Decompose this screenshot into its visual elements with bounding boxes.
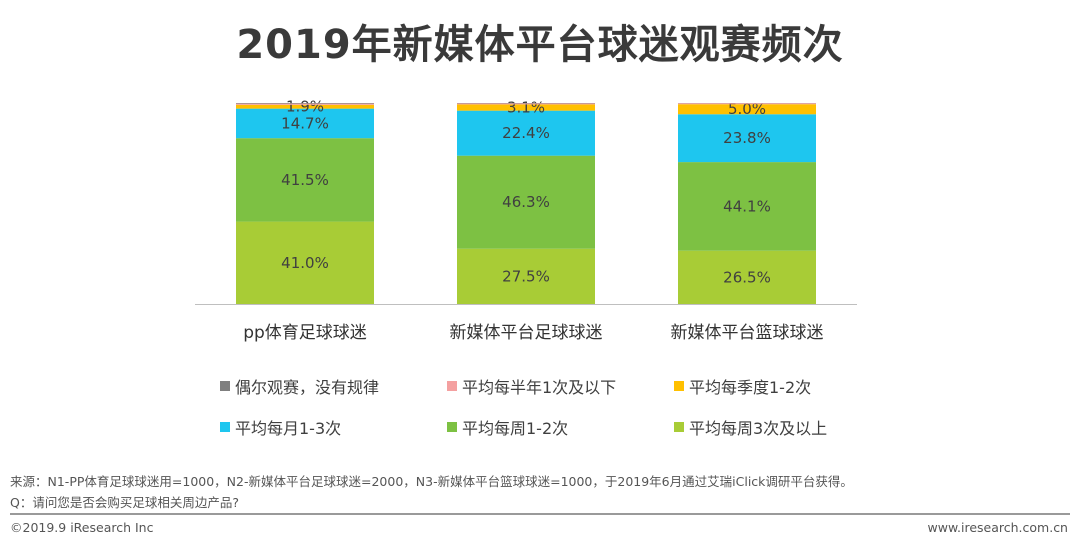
- data-label: 41.0%: [281, 254, 329, 272]
- copyright-text: ©2019.9 iResearch Inc: [10, 520, 154, 535]
- legend-item-half-year: 平均每半年1次及以下: [447, 374, 616, 398]
- legend-swatch: [674, 381, 684, 391]
- data-label: 22.4%: [502, 124, 550, 142]
- bar-segment-half_year: [457, 103, 595, 105]
- legend-label: 平均每周1-2次: [462, 419, 569, 438]
- footer-divider: [10, 513, 1070, 515]
- data-label: 26.5%: [723, 268, 771, 286]
- bar-segment-irregular: [236, 103, 374, 104]
- data-label: 46.3%: [502, 193, 550, 211]
- bar-segment-half_year: [678, 103, 816, 105]
- bar-segment-half_year: [236, 103, 374, 105]
- data-label: 27.5%: [502, 267, 550, 285]
- source-note: 来源：N1-PP体育足球球迷用=1000，N2-新媒体平台足球球迷=2000，N…: [10, 474, 853, 489]
- bar-segment-weekly_3plus: [236, 221, 374, 304]
- x-tick-label: 新媒体平台篮球球迷: [671, 323, 824, 343]
- chart-title: 2019年新媒体平台球迷观赛频次: [236, 22, 844, 68]
- bar-segment-weekly_1_2: [236, 138, 374, 222]
- data-label: 3.1%: [507, 99, 545, 117]
- bar-segment-weekly_3plus: [678, 250, 816, 304]
- data-label: 41.5%: [281, 171, 329, 189]
- data-label: 14.7%: [281, 114, 329, 132]
- legend-swatch: [220, 422, 230, 432]
- website-link[interactable]: www.iresearch.com.cn: [927, 520, 1069, 535]
- legend-label: 平均每周3次及以上: [689, 419, 828, 438]
- data-label: 23.8%: [723, 129, 771, 147]
- legend-label: 偶尔观赛，没有规律: [235, 378, 380, 397]
- bar-segment-weekly_1_2: [457, 155, 595, 249]
- legend-item-irregular: 偶尔观赛，没有规律: [220, 374, 379, 398]
- data-label: 1.9%: [286, 98, 324, 116]
- bar-segment-weekly_3plus: [457, 248, 595, 304]
- legend-label: 平均每半年1次及以下: [462, 378, 617, 397]
- legend-item-quarter: 平均每季度1-2次: [674, 374, 811, 398]
- bar-segment-quarter: [457, 104, 595, 111]
- bar-segment-monthly: [457, 110, 595, 156]
- bar-segment-monthly: [236, 108, 374, 139]
- legend-swatch: [220, 381, 230, 391]
- bar-segment-quarter: [678, 104, 816, 115]
- question-note: Q：请问您是否会购买足球相关周边产品?: [10, 495, 239, 510]
- legend-label: 平均每月1-3次: [235, 419, 342, 438]
- bar-segment-weekly_1_2: [678, 162, 816, 251]
- x-tick-label: 新媒体平台足球球迷: [450, 323, 603, 343]
- legend-item-monthly: 平均每月1-3次: [220, 415, 341, 439]
- legend-swatch: [674, 422, 684, 432]
- bar-segment-monthly: [678, 114, 816, 163]
- x-tick-label: pp体育足球球迷: [243, 323, 367, 343]
- legend-item-weekly-3plus: 平均每周3次及以上: [674, 415, 827, 439]
- data-label: 44.1%: [723, 197, 771, 215]
- stacked-bar-chart: 41.0% 41.5% 14.7%1.9% pp体育足球球迷 27.5% 46.3% 22.…: [195, 98, 857, 343]
- bar-segment-quarter: [236, 104, 374, 109]
- legend-label: 平均每季度1-2次: [689, 378, 812, 397]
- legend-swatch: [447, 422, 457, 432]
- data-label: 5.0%: [728, 100, 766, 118]
- legend-swatch: [447, 381, 457, 391]
- legend-item-weekly-1-2: 平均每周1-2次: [447, 415, 568, 439]
